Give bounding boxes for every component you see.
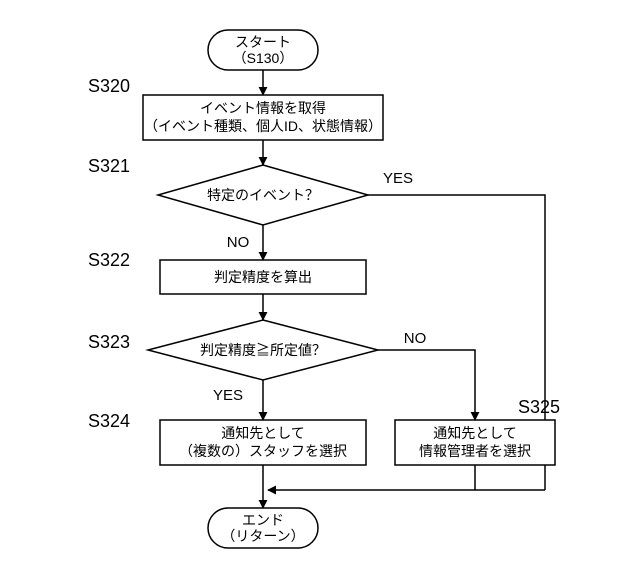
s325-line2: 情報管理者を選択: [419, 443, 531, 459]
start-line2: （S130）: [233, 50, 294, 66]
edge-s323-s325: [378, 350, 475, 420]
s321-yes: YES: [383, 170, 413, 187]
s324-line1: 通知先として: [221, 425, 305, 441]
s323-no: NO: [404, 330, 427, 347]
end-line1: エンド: [242, 512, 284, 528]
node-s325: 通知先として 情報管理者を選択: [395, 420, 555, 465]
s323-text: 判定精度≧所定値？: [200, 342, 326, 358]
s320-line1: イベント情報を取得: [200, 100, 326, 116]
s321-no: NO: [227, 234, 250, 251]
node-s321: 特定のイベント？: [158, 165, 368, 225]
end-line2: （リターン）: [221, 528, 304, 544]
start-line1: スタート: [235, 34, 291, 50]
label-s323: S323: [88, 332, 130, 352]
node-end: エンド （リターン）: [208, 508, 318, 548]
node-s320: イベント情報を取得 （イベント種類、個人ID、状態情報）: [143, 95, 383, 140]
s324-line2: （複数の）スタッフを選択: [179, 443, 347, 459]
label-s322: S322: [88, 250, 130, 270]
flowchart: スタート （S130） イベント情報を取得 （イベント種類、個人ID、状態情報）…: [0, 0, 640, 561]
node-s324: 通知先として （複数の）スタッフを選択: [160, 420, 366, 465]
s322-text: 判定精度を算出: [214, 269, 312, 285]
label-s325: S325: [518, 397, 560, 417]
node-s323: 判定精度≧所定値？: [148, 320, 378, 380]
label-s324: S324: [88, 411, 130, 431]
s323-yes: YES: [213, 387, 243, 404]
s321-text: 特定のイベント？: [207, 187, 319, 203]
label-s321: S321: [88, 156, 130, 176]
node-s322: 判定精度を算出: [160, 260, 366, 294]
label-s320: S320: [88, 76, 130, 96]
node-start: スタート （S130）: [208, 30, 318, 70]
s320-line2: （イベント種類、個人ID、状態情報）: [144, 118, 382, 134]
s325-line1: 通知先として: [433, 425, 517, 441]
